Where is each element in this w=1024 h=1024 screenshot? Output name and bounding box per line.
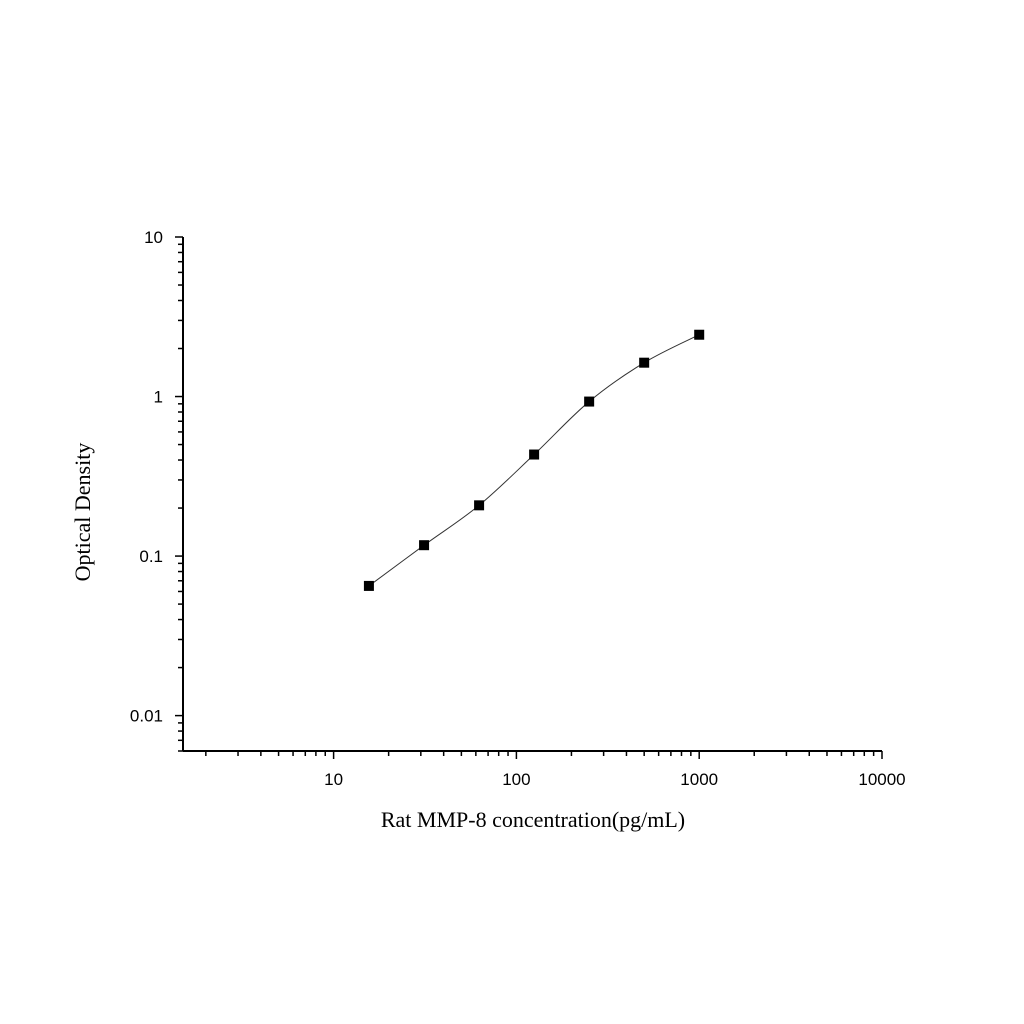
fit-curve xyxy=(368,334,700,587)
x-tick-label: 100 xyxy=(502,770,530,789)
x-tick-label: 10000 xyxy=(858,770,905,789)
y-tick-label: 0.1 xyxy=(139,547,163,566)
x-tick-label: 1000 xyxy=(680,770,718,789)
x-axis-title: Rat MMP-8 concentration(pg/mL) xyxy=(381,807,685,832)
data-point xyxy=(694,329,705,340)
x-tick-label: 10 xyxy=(324,770,343,789)
data-point xyxy=(639,357,650,368)
data-point xyxy=(419,540,430,551)
y-tick-label: 10 xyxy=(144,228,163,247)
y-tick-label: 1 xyxy=(154,388,163,407)
y-tick-label: 0.01 xyxy=(130,707,163,726)
data-point xyxy=(363,580,374,591)
data-point xyxy=(474,500,485,511)
ticks: 10 100 1000 10000 0.01 0.1 1 10 xyxy=(130,228,906,789)
data-points xyxy=(363,329,705,591)
data-point xyxy=(529,449,540,460)
axes xyxy=(182,237,882,752)
y-axis-title: Optical Density xyxy=(70,443,95,582)
data-point xyxy=(584,396,595,407)
